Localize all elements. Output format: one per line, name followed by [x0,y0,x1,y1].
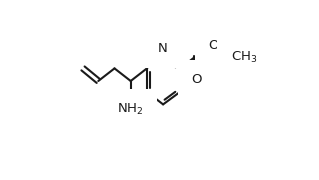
Text: N: N [158,42,168,55]
Text: CH$_3$: CH$_3$ [231,50,257,65]
Text: O: O [208,39,219,51]
Text: NH$_2$: NH$_2$ [117,102,144,117]
Text: O: O [191,73,202,86]
